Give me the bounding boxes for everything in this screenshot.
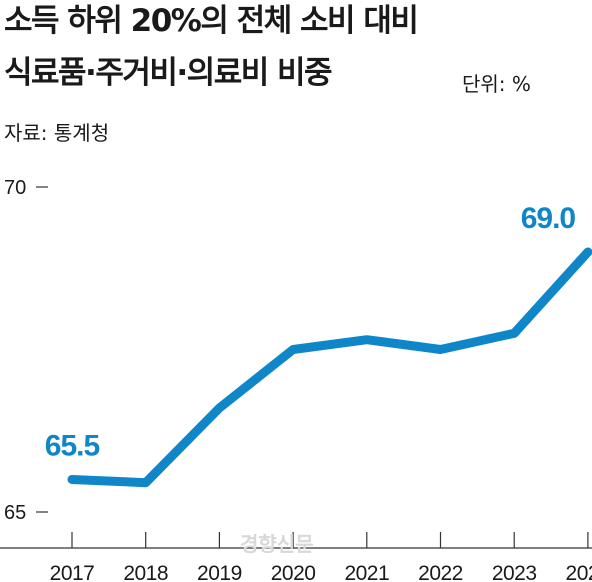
data-label: 69.0 <box>521 202 576 235</box>
series-line <box>67 247 592 488</box>
x-tick-label: 2017 <box>50 562 95 582</box>
x-tick-label: 2018 <box>123 562 168 582</box>
x-tick-label: 2020 <box>271 562 316 582</box>
data-label: 65.5 <box>45 430 100 463</box>
x-tick-label: 2023 <box>492 562 537 582</box>
chart-title-line1: 소득 하위 20%의 전체 소비 대비 <box>4 3 419 39</box>
x-tick-label: 2022 <box>418 562 463 582</box>
y-tick-label: 70 <box>4 177 26 199</box>
x-tick-label: 2024 <box>566 562 592 582</box>
x-tick-label: 2019 <box>197 562 242 582</box>
x-tick-label: 2021 <box>344 562 389 582</box>
source-label: 자료: 통계청 <box>4 121 110 145</box>
chart-title-line2: 식료품·주거비·의료비 비중 <box>4 55 333 91</box>
unit-label: 단위: % <box>462 72 531 96</box>
watermark: 경향신문 <box>240 532 314 556</box>
y-tick-label: 65 <box>4 502 26 524</box>
